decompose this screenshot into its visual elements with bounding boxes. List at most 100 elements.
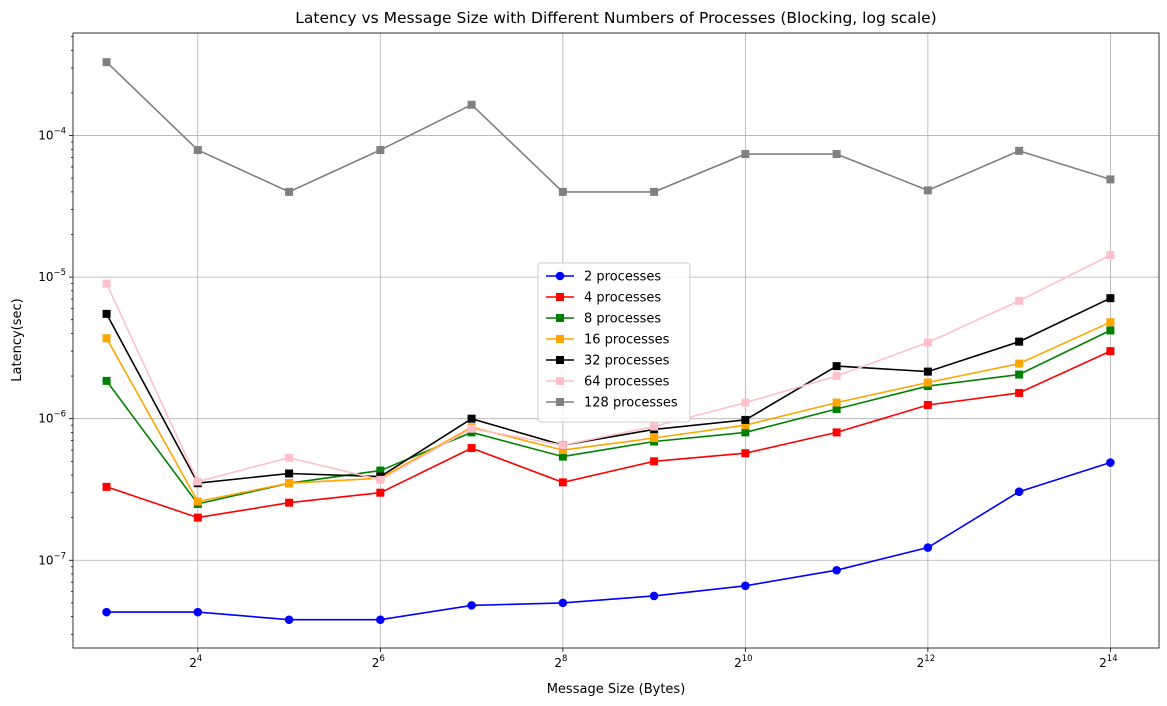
data-point [376,475,385,484]
legend-marker [556,356,564,364]
data-point [832,150,841,159]
data-point [376,488,385,497]
data-point [285,498,294,507]
data-point [923,378,932,387]
data-point [1015,359,1024,368]
data-point [741,398,750,407]
data-point [285,187,294,196]
data-point [102,279,111,288]
legend-box [537,262,691,423]
data-point [741,428,750,437]
data-point [832,565,841,575]
data-point [832,428,841,437]
legend-entry: 16 processes [546,333,670,348]
data-point [650,422,659,431]
legend-entry: 64 processes [546,375,670,390]
data-point [741,415,750,424]
data-point [832,405,841,414]
data-point [923,400,932,409]
data-point [376,466,385,475]
legend-marker [556,398,564,406]
data-point [285,469,294,478]
data-point [741,150,750,159]
y-tick-label: 10−5 [38,268,66,284]
x-tick-label: 28 [554,654,567,670]
data-point [102,607,111,617]
data-point [832,372,841,381]
data-point [193,607,203,617]
data-point [1015,370,1024,379]
series-line [106,350,1111,519]
legend-marker [556,314,564,322]
data-point [193,497,202,506]
legend-label: 8 processes [584,312,661,327]
legend-label: 32 processes [584,354,670,369]
data-point [650,457,659,466]
legend-marker [556,377,564,385]
data-point [649,591,659,601]
data-point [1015,337,1024,346]
data-point [1106,251,1115,260]
data-point [102,334,111,343]
data-point [923,338,932,347]
data-point [1106,294,1115,303]
series-4-processes [102,347,1115,522]
legend-entry: 32 processes [546,354,670,369]
data-point [923,543,933,552]
legend-label: 16 processes [584,333,670,348]
data-point [923,367,932,376]
y-tick-label: 10−4 [38,127,66,143]
y-tick-label: 10−7 [38,551,66,567]
data-point [650,187,659,196]
data-point [1106,175,1115,184]
data-point [923,186,932,195]
data-point [467,100,476,109]
legend-label: 2 processes [584,270,661,285]
y-axis-ticks: 10−7 10−6 10−5 10−4 [38,36,73,635]
data-point [193,513,202,522]
x-tick-label: 214 [1099,654,1117,670]
legend-label: 64 processes [584,375,670,390]
data-point [285,453,294,462]
y-axis-label: Latency(sec) [10,298,25,381]
x-axis-label: Message Size (Bytes) [547,682,686,697]
data-point [558,446,567,455]
legend-label: 128 processes [584,396,678,411]
data-point [193,146,202,155]
data-point [1015,388,1024,397]
legend-entry: 2 processes [546,270,661,285]
series-2-processes [102,458,1115,625]
series-128-processes [102,58,1115,196]
data-point [102,482,111,491]
legend-marker [556,293,564,301]
x-tick-label: 210 [734,654,752,670]
legend: 2 processes 4 processes 8 processes 16 proc… [537,262,691,423]
data-point [467,601,476,610]
y-tick-label: 10−6 [38,410,66,426]
series-line [106,61,1111,193]
series-line [106,461,1111,621]
series-line [105,321,1111,503]
data-point [1106,458,1115,467]
series-lines [102,58,1115,625]
x-tick-label: 26 [372,654,385,670]
data-point [102,309,111,318]
legend-entry: 128 processes [546,396,678,411]
x-tick-label: 24 [189,654,202,670]
x-tick-label: 212 [917,654,935,670]
series-line [105,254,1111,483]
data-point [102,376,111,385]
data-point [1106,318,1115,327]
data-point [376,146,385,155]
data-point [558,452,567,461]
legend-label: 4 processes [584,291,661,306]
data-point [741,581,750,591]
x-axis-ticks: 24 26 28 210 212 214 [189,648,1118,670]
data-point [1015,146,1024,155]
series-line [105,297,1111,485]
data-point [1014,487,1024,496]
data-point [741,421,750,430]
data-point [467,444,476,453]
